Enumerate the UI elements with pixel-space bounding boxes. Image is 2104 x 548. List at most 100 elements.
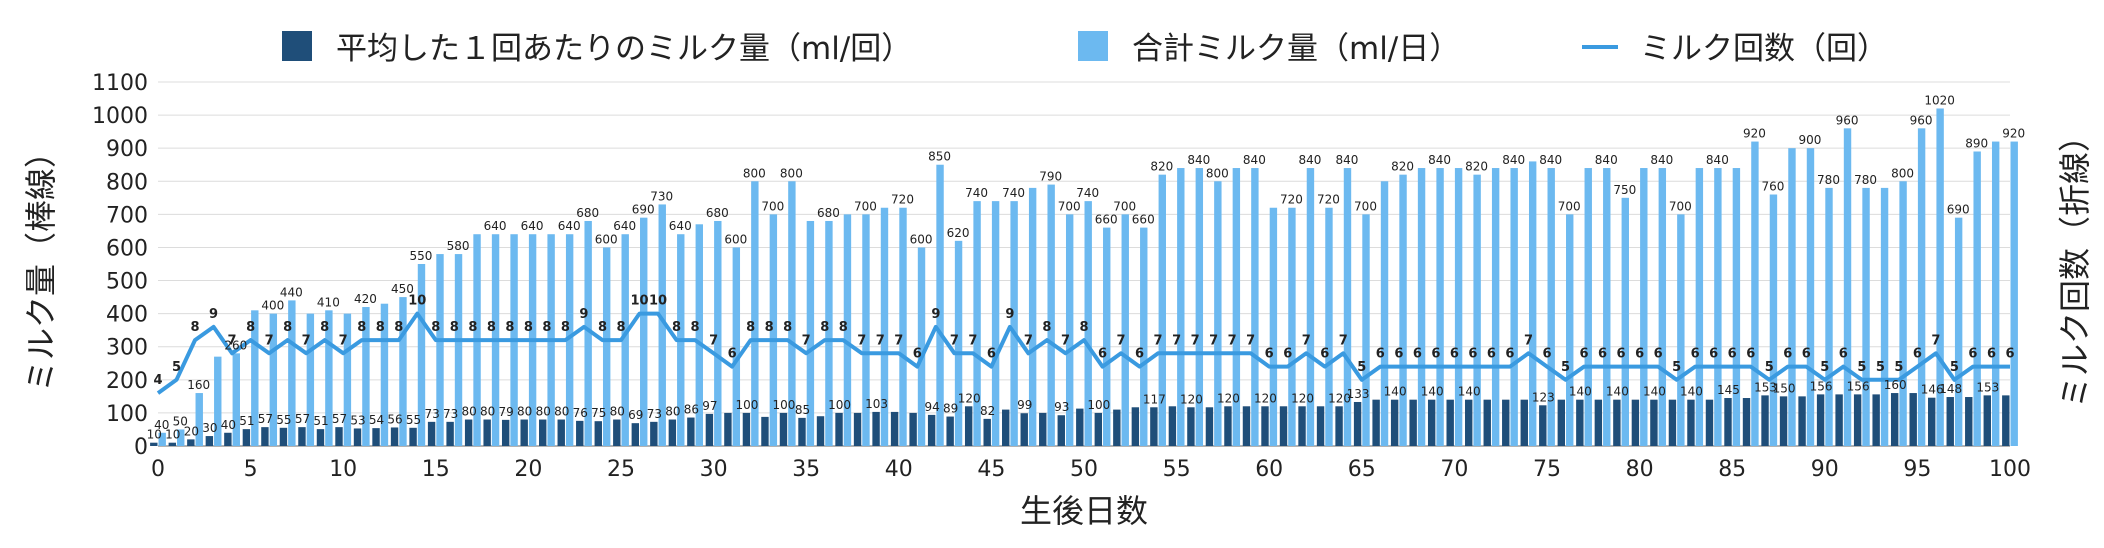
count-data-label: 7 (1117, 333, 1126, 348)
average-bar (298, 427, 306, 446)
average-data-label: 73 (443, 407, 458, 421)
count-data-label: 8 (357, 320, 366, 335)
total-bar (1454, 168, 1463, 446)
total-data-label: 820 (1465, 160, 1488, 174)
count-data-label: 7 (1209, 333, 1218, 348)
average-data-label: 80 (517, 405, 532, 419)
total-data-label: 40 (154, 418, 169, 432)
total-bar (1269, 207, 1278, 446)
total-data-label: 850 (928, 150, 951, 164)
average-bar (909, 412, 917, 446)
average-bar (1131, 407, 1140, 446)
average-bar (1502, 399, 1510, 446)
total-bar (751, 181, 759, 447)
x-tick-label: 80 (1626, 457, 1654, 482)
total-bar (1825, 187, 1833, 446)
average-data-label: 80 (610, 405, 625, 419)
total-data-label: 720 (1317, 193, 1340, 207)
count-data-label: 8 (191, 320, 200, 335)
total-data-label: 840 (1336, 153, 1359, 167)
bars (150, 108, 2018, 447)
legend: 平均した１回あたりのミルク量（ml/回） 合計ミルク量（ml/日） ミルク回数（回） (282, 31, 1888, 67)
average-bar (483, 419, 491, 446)
count-data-label: 8 (746, 320, 755, 335)
total-bar (1380, 181, 1389, 447)
x-tick-label: 20 (514, 457, 542, 482)
average-data-label: 100 (773, 398, 796, 412)
average-data-label: 117 (1143, 392, 1166, 406)
average-bar (927, 414, 936, 446)
count-data-label: 5 (1950, 360, 1959, 375)
average-bar (1539, 405, 1547, 446)
average-bar (1039, 412, 1047, 446)
count-data-label: 6 (1431, 347, 1440, 362)
total-data-label: 640 (558, 219, 581, 233)
total-data-label: 720 (891, 193, 914, 207)
total-bar (1362, 214, 1370, 446)
x-tick-label: 10 (329, 457, 357, 482)
average-bar (1261, 406, 1269, 446)
average-data-label: 54 (369, 413, 384, 427)
total-bar (380, 303, 389, 446)
total-bar (1251, 168, 1259, 446)
total-bar (1158, 174, 1166, 446)
y-tick-label: 800 (106, 170, 148, 195)
count-data-label: 6 (1135, 347, 1144, 362)
count-data-label: 6 (1913, 347, 1922, 362)
x-tick-label: 45 (977, 457, 1005, 482)
average-bar (1983, 395, 1991, 446)
total-data-label: 700 (854, 199, 877, 213)
average-data-label: 140 (1569, 385, 1592, 399)
total-data-label: 840 (1428, 153, 1451, 167)
total-bar (1899, 181, 1907, 447)
count-data-label: 7 (1246, 333, 1255, 348)
average-bar (1020, 413, 1028, 446)
count-data-label: 9 (1005, 307, 1014, 322)
count-data-label: 7 (302, 333, 311, 348)
average-bar (1668, 399, 1677, 446)
average-data-label: 160 (1884, 378, 1907, 392)
total-data-label: 820 (1391, 160, 1414, 174)
average-bar (150, 442, 158, 446)
count-data-label: 6 (987, 347, 996, 362)
average-data-label: 140 (1680, 385, 1703, 399)
average-data-label: 153 (1754, 380, 1777, 394)
average-data-label: 120 (1180, 392, 1203, 406)
x-tick-label: 5 (244, 457, 258, 482)
count-data-label: 6 (1098, 347, 1107, 362)
total-data-label: 640 (613, 219, 636, 233)
average-bar (1724, 398, 1732, 446)
average-bar (1409, 399, 1417, 446)
total-bar (1843, 128, 1852, 446)
total-bar (2010, 141, 2018, 446)
count-data-label: 7 (709, 333, 718, 348)
count-data-label: 5 (1820, 360, 1829, 375)
total-bar (843, 214, 852, 446)
y-tick-label: 900 (106, 137, 148, 162)
y-tick-label: 700 (106, 203, 148, 228)
y-tick-label: 1100 (92, 71, 148, 96)
count-data-label: 8 (524, 320, 533, 335)
average-data-label: 76 (573, 406, 588, 420)
total-bar (1917, 128, 1926, 446)
count-data-label: 6 (1450, 347, 1459, 362)
average-bar (372, 428, 380, 446)
total-bar (288, 300, 296, 446)
count-data-label: 8 (839, 320, 848, 335)
total-data-label: 700 (761, 199, 784, 213)
count-data-label: 7 (1302, 333, 1311, 348)
average-data-label: 73 (424, 407, 439, 421)
total-bar (1751, 141, 1759, 446)
average-data-label: 93 (1054, 400, 1069, 414)
total-bar (1547, 168, 1555, 446)
average-bar (761, 416, 769, 446)
x-tick-label: 95 (1903, 457, 1931, 482)
count-data-label: 7 (1931, 333, 1940, 348)
y-tick-label: 300 (106, 336, 148, 361)
count-data-label: 7 (1172, 333, 1181, 348)
total-bar (1880, 187, 1889, 446)
total-bar (1973, 151, 1981, 446)
count-data-label: 10 (649, 294, 667, 309)
count-data-label: 6 (1580, 347, 1589, 362)
